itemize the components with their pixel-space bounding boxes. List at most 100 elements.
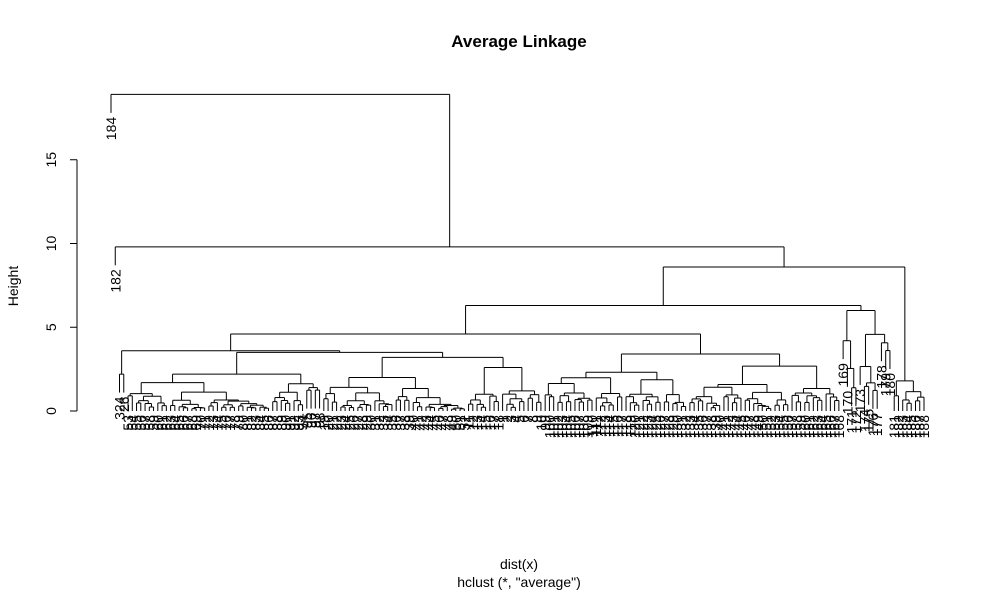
leaf-label: 8	[524, 415, 540, 423]
leaf-label: 124	[644, 415, 660, 439]
leaf-label: 85	[256, 415, 272, 431]
leaf-label: 112	[593, 415, 609, 438]
leaf-label: 47	[435, 415, 451, 431]
leaf-label: 122	[635, 415, 651, 439]
leaf-label: 116	[610, 415, 626, 438]
leaf-label: 93	[290, 415, 306, 431]
leaf-label: 26	[346, 415, 362, 431]
leaf-label: 84	[252, 415, 268, 431]
leaf-label: 49	[444, 415, 460, 431]
leaf-label: 172	[848, 410, 864, 434]
leaf-label: 186	[907, 415, 923, 439]
leaf-label: 182	[890, 415, 906, 439]
leaf-label: 126	[652, 415, 668, 439]
leaf-label: 123	[639, 415, 655, 439]
leaf-label: 185	[903, 415, 919, 439]
leaf-label: 41	[409, 415, 425, 431]
leaf-label: 25	[341, 415, 357, 431]
leaf-label: 141	[716, 415, 732, 439]
leaf-label: 57	[137, 415, 153, 431]
leaf-label: 20	[320, 415, 336, 431]
leaf-label: 150	[754, 415, 770, 439]
leaf-label: 173	[852, 389, 868, 413]
leaf-label: 77	[222, 415, 238, 431]
chart-title: Average Linkage	[451, 32, 586, 51]
leaf-label: 157	[784, 415, 800, 439]
y-tick-label: 5	[43, 323, 59, 331]
leaf-label: 155	[776, 415, 792, 439]
leaf-label: 136	[695, 415, 711, 439]
leaf-label: 12	[465, 415, 481, 431]
leaf-label: 40	[405, 415, 421, 431]
leaf-label: 113	[597, 415, 613, 438]
leaf-label: 140	[712, 415, 728, 439]
leaf-label: 37	[392, 415, 408, 431]
leaf-label: 148	[746, 415, 762, 439]
leaf-label: 324	[112, 396, 128, 420]
leaf-label: 94	[295, 415, 311, 431]
leaf-label: 149	[750, 415, 766, 439]
leaf-label: 105	[563, 415, 579, 439]
leaf-label: 166	[822, 415, 838, 439]
leaf-label: 1	[495, 415, 511, 423]
leaf-label: 36	[388, 415, 404, 431]
leaf-label: 76	[218, 415, 234, 431]
leaf-label: 133	[682, 415, 698, 439]
leaf-label: 33	[375, 415, 391, 431]
leaf-label: 60	[150, 415, 166, 431]
leaf-label: 91	[282, 415, 298, 431]
leaf-label: 38	[397, 415, 413, 431]
leaf-label: 56	[133, 415, 149, 431]
leaf-label: 22	[329, 415, 345, 431]
leaf-label: 54	[124, 415, 140, 431]
leaf-label: 64	[167, 415, 183, 431]
leaf-label: 142	[720, 415, 736, 439]
leaf-label: 164	[814, 415, 830, 439]
leaf-label: 87	[265, 415, 281, 431]
leaf-label: 104	[558, 415, 574, 439]
leaf-label: 151	[759, 415, 775, 439]
leaf-label: 183	[895, 415, 911, 439]
leaf-label: 45	[426, 415, 442, 431]
leaf-label: 50	[448, 415, 464, 431]
leaf-label: 16	[482, 415, 498, 431]
dendrogram-tree	[110, 93, 925, 411]
leaf-label: 6	[516, 415, 532, 423]
leaf-label: 70	[192, 415, 208, 431]
leaf-label: 152	[763, 415, 779, 439]
leaf-label: 100	[541, 415, 557, 439]
leaf-label: 18	[490, 415, 506, 431]
leaf-label: 159	[793, 415, 809, 439]
leaf-label: 115	[605, 415, 621, 438]
leaf-label: 80	[235, 415, 251, 431]
leaf-label: 184	[899, 415, 915, 439]
leaf-label: 147	[741, 415, 757, 439]
leaf-label: 95	[299, 412, 315, 428]
leaf-label: 65	[171, 415, 187, 431]
leaf-label: 89	[273, 415, 289, 431]
leaf-label: 143	[724, 415, 740, 439]
leaf-label: 188	[916, 415, 932, 439]
leaf-label: 11	[461, 415, 477, 430]
leaf-label: 117	[614, 415, 630, 438]
leaf-label: 111	[588, 415, 604, 436]
leaf-label: 110	[584, 415, 600, 438]
leaf-label: 21	[324, 415, 340, 431]
leaf-label: 44	[422, 415, 438, 431]
leaf-label: 163	[810, 415, 826, 439]
leaf-label: 92	[286, 415, 302, 431]
leaf-label: 176	[865, 413, 881, 437]
leaf-label: 165	[818, 415, 834, 439]
leaf-label: 67	[180, 415, 196, 431]
leaf-label: 187	[912, 415, 928, 439]
leaf-label: 86	[260, 415, 276, 431]
leaf-label: 108	[575, 415, 591, 439]
leaf-label: 132	[678, 415, 694, 439]
leaf-label: 129	[665, 415, 681, 439]
leaf-label: 177	[869, 413, 885, 437]
leaf-label: 3	[503, 415, 519, 423]
leaf-label: 58	[141, 415, 157, 431]
leaf-label: 103	[554, 415, 570, 439]
leaf-label: 62	[158, 415, 174, 431]
